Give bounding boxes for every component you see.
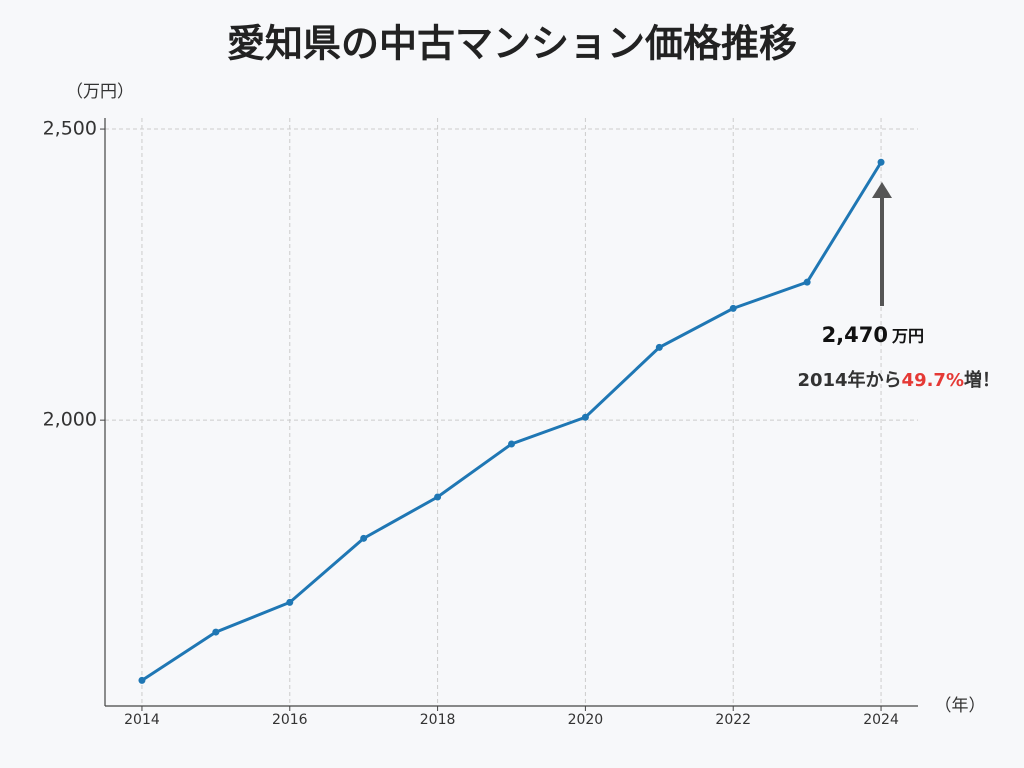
annotation: 2,470 万円 2014年から49.7%増！ — [797, 182, 1000, 391]
point — [655, 343, 663, 351]
point — [212, 628, 220, 636]
x-tick-label: 2024 — [863, 712, 899, 728]
x-tick-label: 2022 — [715, 712, 751, 728]
y-tick-label: 2,500 — [43, 118, 97, 140]
plot: 2,000 2,500 2014 2016 2018 2020 2022 2024 — [43, 118, 918, 728]
y-unit: （万円） — [66, 82, 134, 102]
point — [581, 413, 589, 421]
x-tick-label: 2016 — [272, 712, 308, 728]
point — [508, 440, 515, 448]
point — [434, 493, 442, 501]
x-tick-label: 2014 — [124, 712, 160, 728]
point — [360, 534, 368, 542]
point — [729, 304, 737, 312]
point — [138, 676, 146, 684]
annotation-value: 2,470 — [822, 323, 888, 347]
annotation-highlight: 49.7% — [902, 370, 964, 391]
arrow-head — [872, 182, 892, 198]
point — [286, 598, 294, 606]
x-tick-label: 2020 — [568, 712, 604, 728]
annotation-prefix: 2014年から — [797, 369, 901, 391]
chart-title: 愛知県の中古マンション価格推移 — [227, 22, 797, 66]
annotation-text: 2014年から49.7%増！ — [797, 369, 1000, 391]
x-unit: （年） — [935, 696, 986, 716]
y-tick-label: 2,000 — [43, 409, 97, 431]
x-tick-label: 2018 — [420, 712, 456, 728]
annotation-unit: 万円 — [891, 327, 924, 346]
point — [877, 158, 885, 166]
annotation-suffix: 増！ — [964, 369, 1000, 391]
point — [803, 278, 811, 286]
